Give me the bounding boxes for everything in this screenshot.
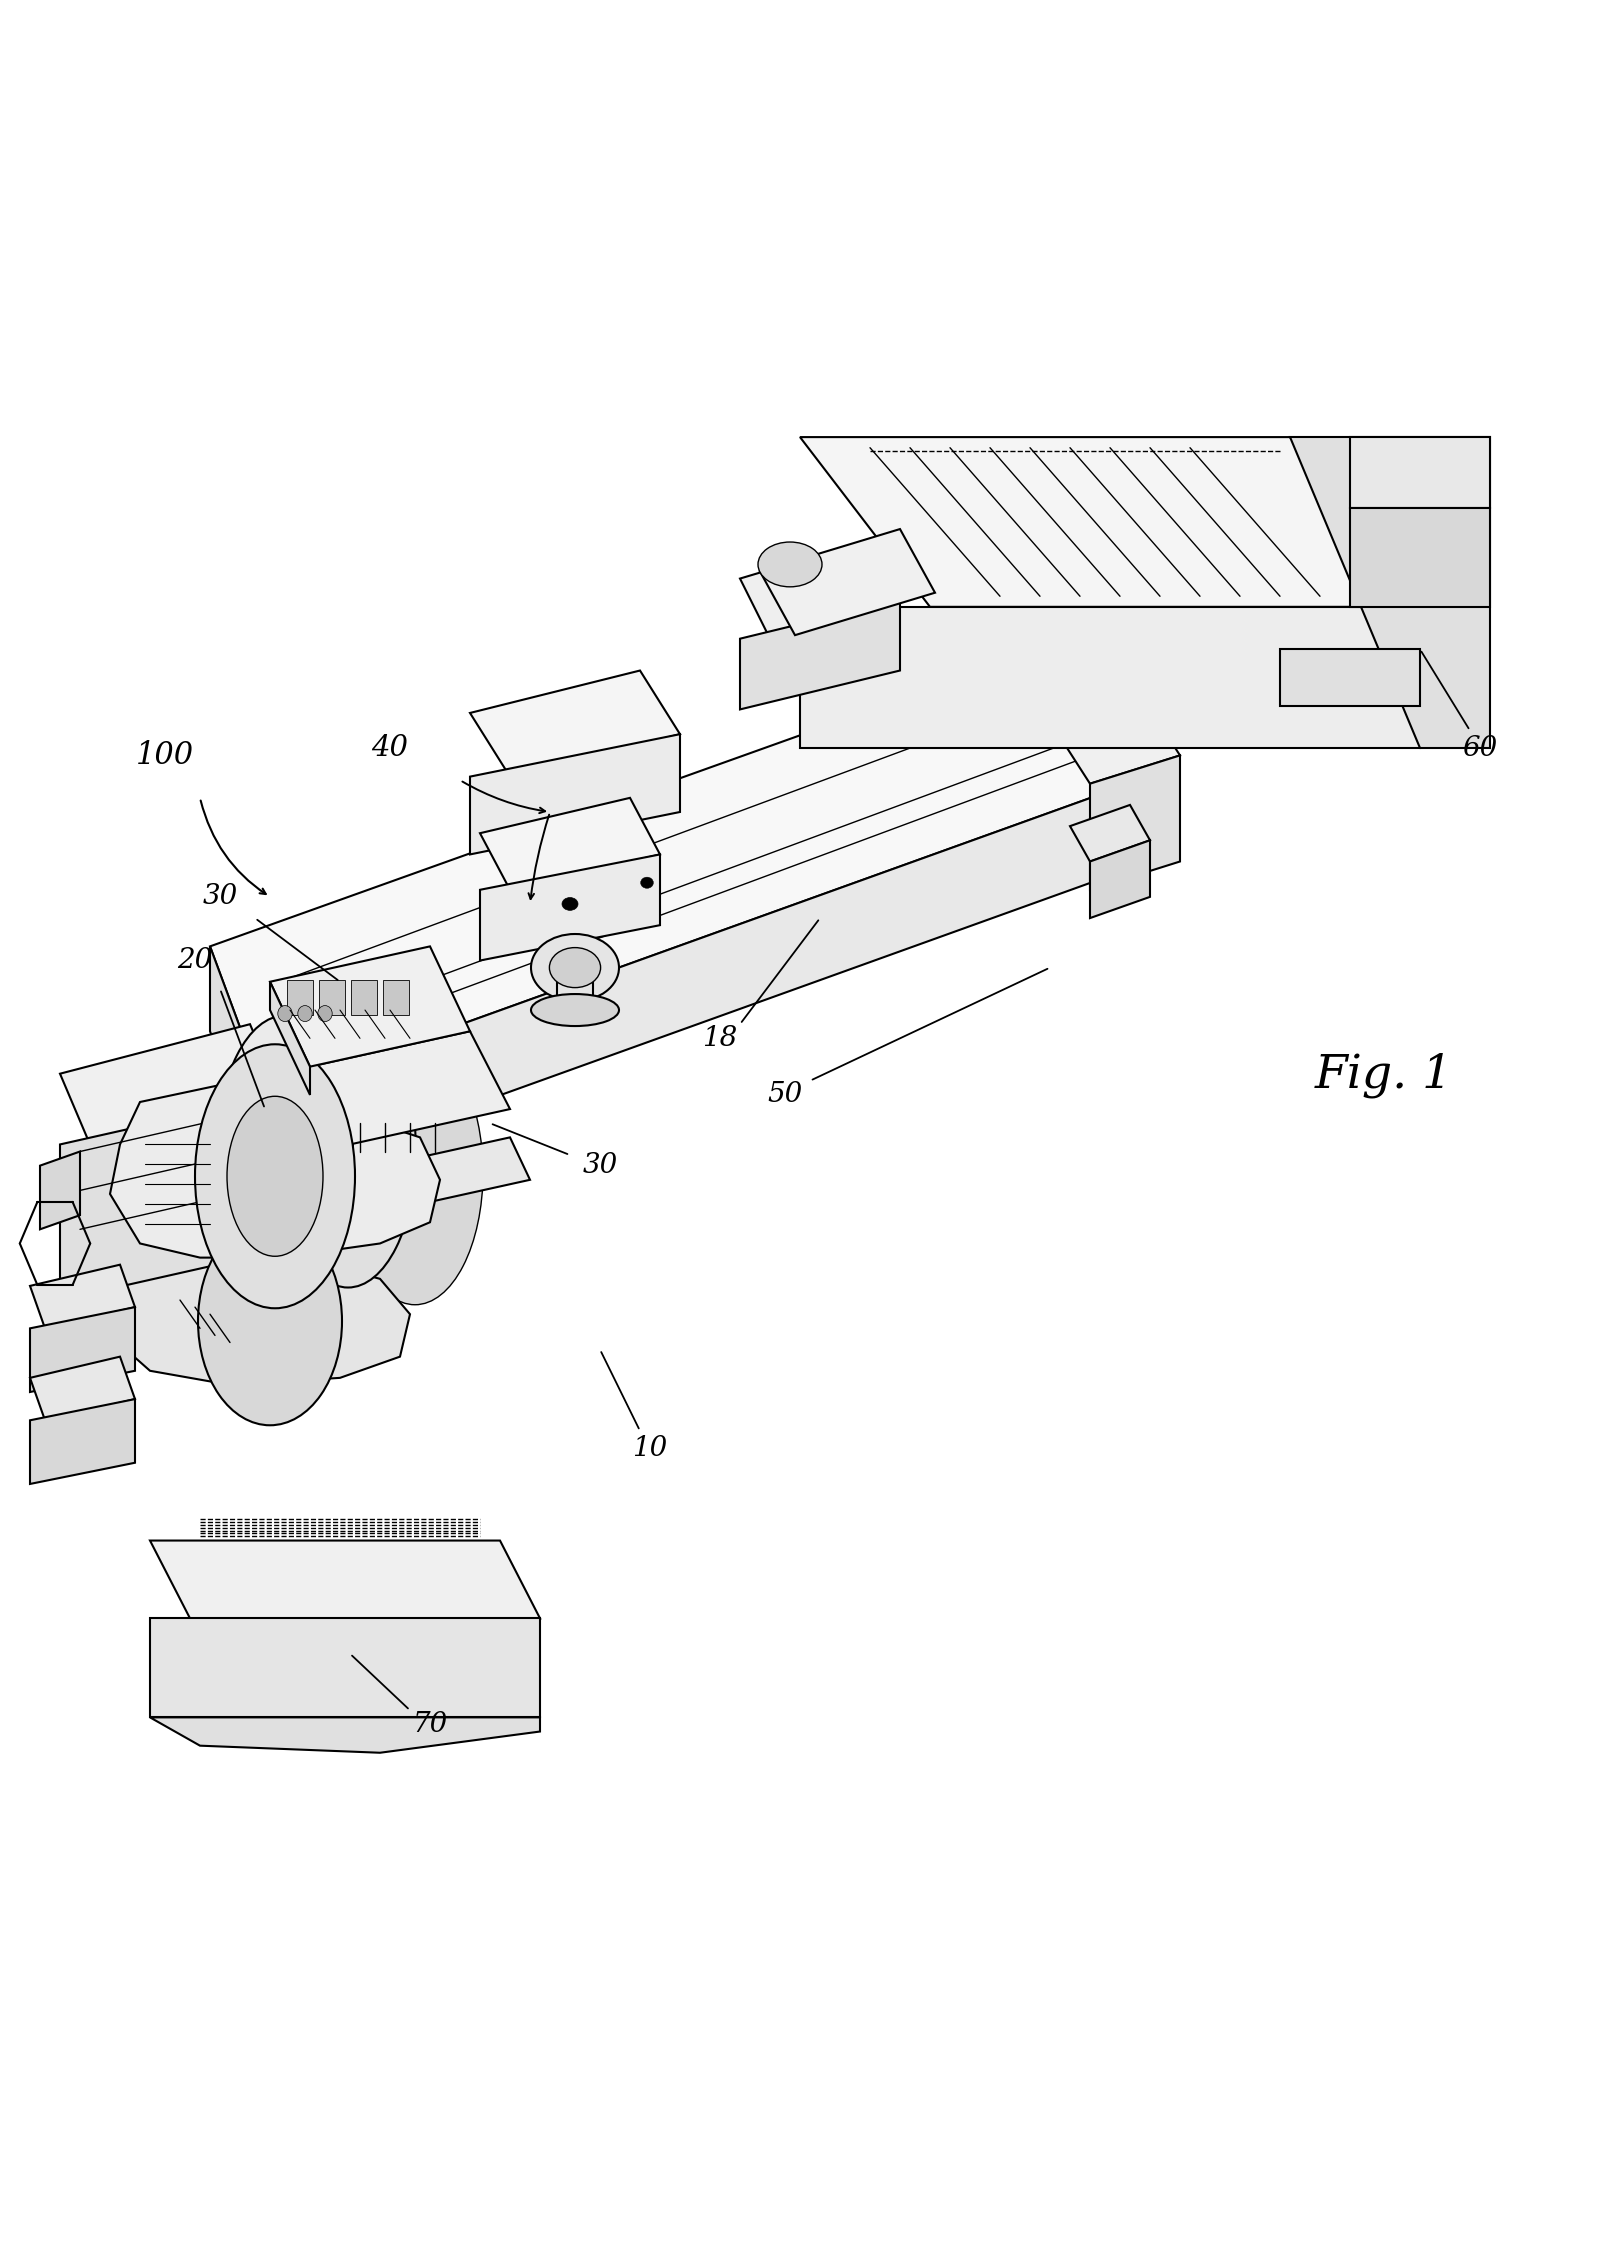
Polygon shape <box>40 1151 80 1228</box>
Polygon shape <box>1290 437 1490 749</box>
Polygon shape <box>270 982 310 1095</box>
Text: 30: 30 <box>582 1151 618 1179</box>
Polygon shape <box>150 1617 541 1717</box>
Polygon shape <box>210 636 1130 1095</box>
Polygon shape <box>350 1138 530 1215</box>
Text: 30: 30 <box>202 884 238 909</box>
Text: 60: 60 <box>1462 735 1498 762</box>
Text: 18: 18 <box>702 1025 738 1052</box>
Ellipse shape <box>179 1240 200 1276</box>
Ellipse shape <box>280 1016 416 1287</box>
Ellipse shape <box>198 1217 342 1425</box>
Polygon shape <box>1350 437 1490 509</box>
Polygon shape <box>1040 679 1181 783</box>
Ellipse shape <box>549 948 600 988</box>
Polygon shape <box>61 1095 280 1301</box>
Ellipse shape <box>640 878 653 889</box>
Bar <box>384 979 410 1016</box>
Polygon shape <box>30 1307 134 1391</box>
Ellipse shape <box>531 934 619 1002</box>
Polygon shape <box>310 1031 510 1145</box>
Ellipse shape <box>758 543 822 586</box>
Bar <box>320 979 344 1016</box>
Polygon shape <box>1090 839 1150 918</box>
Text: Fig. 1: Fig. 1 <box>1315 1052 1453 1097</box>
Polygon shape <box>480 798 661 889</box>
Ellipse shape <box>278 1007 293 1022</box>
Polygon shape <box>480 855 661 961</box>
Bar <box>352 979 378 1016</box>
Ellipse shape <box>227 1097 323 1255</box>
Ellipse shape <box>347 1041 483 1305</box>
Polygon shape <box>1090 756 1181 889</box>
Polygon shape <box>739 599 899 710</box>
Text: 10: 10 <box>632 1434 667 1461</box>
Polygon shape <box>1350 509 1490 606</box>
Polygon shape <box>310 1068 350 1172</box>
Polygon shape <box>1070 805 1150 862</box>
Text: 70: 70 <box>413 1710 448 1737</box>
Ellipse shape <box>318 1007 333 1022</box>
Polygon shape <box>760 529 934 636</box>
Bar <box>288 979 314 1016</box>
Polygon shape <box>270 946 470 1068</box>
Polygon shape <box>110 1081 440 1258</box>
Polygon shape <box>266 783 1130 1181</box>
Polygon shape <box>739 541 899 638</box>
Polygon shape <box>30 1400 134 1484</box>
Polygon shape <box>470 670 680 776</box>
Polygon shape <box>150 1540 541 1617</box>
Polygon shape <box>30 1357 134 1421</box>
Ellipse shape <box>562 898 578 909</box>
Text: 100: 100 <box>136 740 194 771</box>
Polygon shape <box>150 1717 541 1753</box>
Ellipse shape <box>310 1285 330 1316</box>
Text: 40: 40 <box>371 735 408 762</box>
Polygon shape <box>110 1244 410 1384</box>
Polygon shape <box>1280 649 1421 706</box>
Polygon shape <box>61 1025 280 1145</box>
Polygon shape <box>800 606 1421 749</box>
Ellipse shape <box>298 1007 312 1022</box>
Ellipse shape <box>245 1262 266 1296</box>
Ellipse shape <box>195 1045 355 1307</box>
Polygon shape <box>30 1264 134 1328</box>
Text: 50: 50 <box>768 1081 803 1108</box>
Polygon shape <box>470 735 680 855</box>
Ellipse shape <box>218 1016 354 1287</box>
Polygon shape <box>210 946 266 1181</box>
Ellipse shape <box>531 993 619 1027</box>
Polygon shape <box>800 437 1421 606</box>
Text: 20: 20 <box>178 948 213 975</box>
